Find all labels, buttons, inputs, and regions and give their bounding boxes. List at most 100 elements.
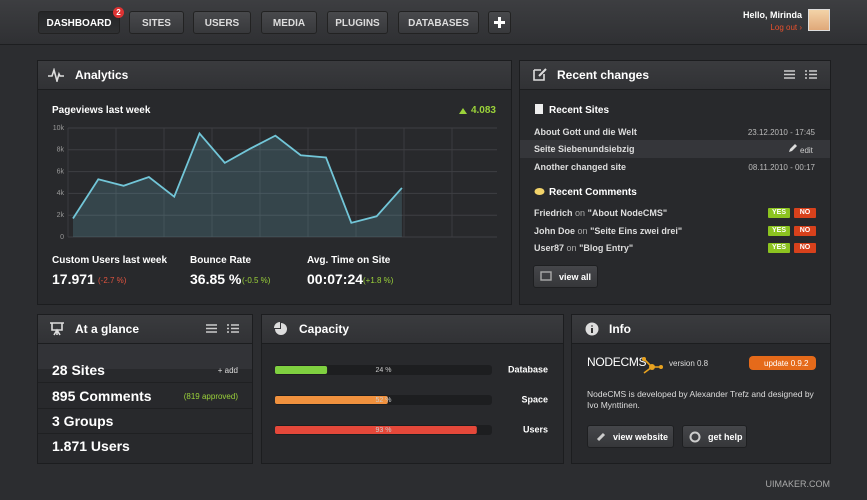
site-name[interactable]: Another changed site [534, 162, 627, 172]
update-badge[interactable]: update 0.9.2 [749, 356, 816, 370]
view-all-button[interactable]: view all [533, 265, 598, 288]
bar-track [275, 365, 492, 375]
comment: John Doe on "Seite Eins zwei drei" [534, 225, 682, 238]
yes-button[interactable]: YES [768, 243, 790, 253]
no-button[interactable]: NO [794, 208, 816, 218]
nav-button[interactable]: SITES [129, 11, 184, 34]
chart-title: Pageviews last week [52, 105, 151, 116]
line-area [73, 133, 402, 237]
add-link[interactable]: + add [217, 366, 238, 375]
pie-icon [274, 322, 287, 335]
nav-button[interactable]: USERS [193, 11, 251, 34]
nav-button[interactable]: MEDIA [261, 11, 317, 34]
comment-on: on [575, 208, 586, 218]
line [72, 131, 403, 224]
site-date: 23.12.2010 - 17:45 [747, 128, 815, 137]
view-icons [784, 70, 817, 79]
stat-change: (-2.7 %) [98, 276, 127, 285]
product-logo [642, 357, 663, 374]
comment-entry: "Blog Entry" [579, 243, 634, 253]
pencil-icon [789, 144, 797, 152]
capacity-panel: Capacity [261, 314, 564, 464]
panel-header: Info [572, 315, 830, 344]
bar-category-label: Space [521, 394, 548, 404]
y-tick-label: 8k [57, 147, 65, 154]
y-tick-label: 0 [60, 234, 64, 241]
no-button[interactable]: NO [794, 226, 816, 236]
site-name[interactable]: About Gott und die Welt [534, 127, 637, 137]
yes-button[interactable]: YES [768, 226, 790, 236]
yes-button[interactable]: YES [768, 208, 790, 218]
version: version 0.8 [669, 359, 709, 368]
view-icons [206, 324, 239, 333]
comment-entry: "About NodeCMS" [587, 208, 668, 218]
row-highlight [38, 344, 252, 369]
approved-note: (819 approved) [183, 392, 238, 401]
bar-value-label: 24 % [376, 367, 392, 374]
website-button[interactable]: view website [587, 425, 674, 448]
separator [38, 382, 252, 383]
top-nav: DASHBOARD 2 SITES USERS MEDIA PLUGINS DA… [0, 0, 867, 45]
bar [275, 366, 328, 374]
comment-on: on [577, 226, 588, 236]
up-arrow [459, 108, 467, 114]
panel-title: At a glance [75, 322, 140, 336]
y-tick-label: 2k [57, 212, 65, 219]
box-icon [540, 271, 552, 281]
recent-panel: Recent changes Recent Sites About Gott u… [519, 60, 831, 305]
stat-value: 36.85 % [190, 271, 242, 287]
comment: User87 on "Blog Entry" [534, 242, 633, 255]
glance-panel: At a glance 28 Sites + add 895 Comments … [37, 314, 253, 464]
bar-category-label: Database [508, 364, 548, 374]
site-name[interactable]: Seite Siebenundsiebzig [534, 144, 635, 154]
stat-label: Avg. Time on Site [307, 255, 391, 266]
nav-button[interactable]: DATABASES [398, 11, 479, 34]
site-date: 08.11.2010 - 00:17 [748, 163, 815, 172]
info-icon [585, 322, 599, 336]
comment-on: on [566, 243, 577, 253]
stat-value: 00:07:24 [307, 271, 364, 287]
bar [275, 396, 388, 404]
info-panel: Info NODECMS version 0.8 update 0.9.2 No… [571, 314, 831, 464]
update-text: update 0.9.2 [764, 359, 809, 368]
panel-header: Capacity [262, 315, 563, 344]
stat-value: 17.971 [52, 271, 95, 287]
comment-author: User87 [534, 243, 565, 253]
panel-title: Recent changes [557, 68, 650, 82]
nav-badge: 2 [113, 7, 124, 18]
no-button[interactable]: NO [794, 243, 816, 253]
comment-author: John Doe [534, 226, 576, 236]
bar [275, 426, 477, 434]
stat-change: (+1.8 %) [363, 276, 394, 285]
footer-brand: UIMAKER.COM [765, 479, 830, 489]
nav-button[interactable]: DASHBOARD [38, 11, 120, 34]
edit-link[interactable]: edit [800, 146, 813, 155]
panel-header: Recent changes [520, 61, 830, 90]
panel-header: Analytics [38, 61, 511, 90]
logout-link[interactable]: Log out › [770, 23, 802, 32]
row-highlight [520, 140, 830, 158]
help-button[interactable]: get help [682, 425, 747, 448]
bar-category-label: Users [523, 424, 548, 434]
comment-author: Friedrich [534, 208, 573, 218]
stat-change: (-0.5 %) [242, 276, 271, 285]
comment-icon [534, 188, 545, 195]
glance-item: 28 Sites [52, 362, 105, 378]
stat-label: Custom Users last week [52, 255, 168, 266]
add-button[interactable] [488, 11, 511, 34]
nav-button[interactable]: PLUGINS [327, 11, 388, 34]
plus-icon [494, 17, 505, 28]
bar-value-label: 52 % [376, 397, 392, 404]
pulse-icon [48, 68, 64, 82]
presentation-icon [50, 322, 64, 336]
product-name: NODECMS [587, 355, 647, 369]
chart-total: 4.083 [470, 105, 496, 116]
glance-item: 895 Comments [52, 388, 152, 404]
glance-item: 3 Groups [52, 413, 114, 429]
section-title: Recent Comments [549, 187, 637, 198]
bar-value-label: 93 % [376, 427, 392, 434]
panel-title: Info [609, 322, 631, 336]
panel-title: Capacity [299, 322, 350, 336]
